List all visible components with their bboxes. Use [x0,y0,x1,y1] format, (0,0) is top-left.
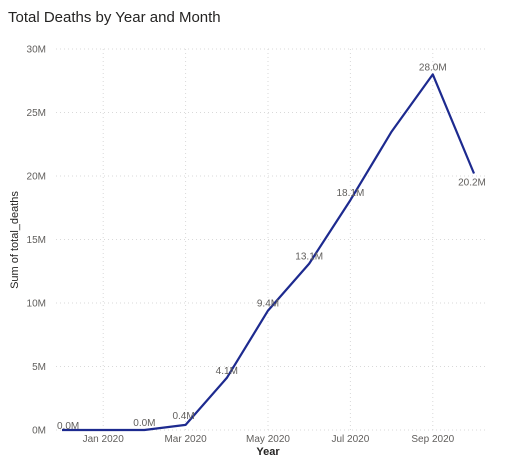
y-tick-label: 25M [27,108,46,119]
data-label: 0.0M [133,418,155,429]
y-axis-title: Sum of total_deaths [9,191,21,289]
x-tick-label: Jan 2020 [83,434,125,445]
y-tick-label: 30M [27,45,46,56]
x-tick-label: Jul 2020 [331,434,369,445]
data-label: 18.1M [337,188,365,199]
x-tick-label: Sep 2020 [411,434,454,445]
y-tick-label: 0M [32,426,46,437]
y-tick-label: 10M [27,299,46,310]
chart-title: Total Deaths by Year and Month [8,9,221,26]
y-tick-label: 20M [27,172,46,183]
x-tick-label: Mar 2020 [164,434,207,445]
x-tick-label: May 2020 [246,434,290,445]
data-label: 20.2M [458,177,486,188]
data-label: 28.0M [419,62,447,73]
series-line-total-deaths[interactable] [62,73,476,432]
y-tick-label: 15M [27,235,46,246]
x-axis-title: Year [256,446,280,458]
data-label: 0.0M [57,421,79,432]
data-label: 0.4M [172,411,194,422]
data-label: 9.4M [257,299,279,310]
data-label: 13.1M [295,252,323,263]
data-label: 4.1M [216,366,238,377]
y-tick-label: 5M [32,362,46,373]
